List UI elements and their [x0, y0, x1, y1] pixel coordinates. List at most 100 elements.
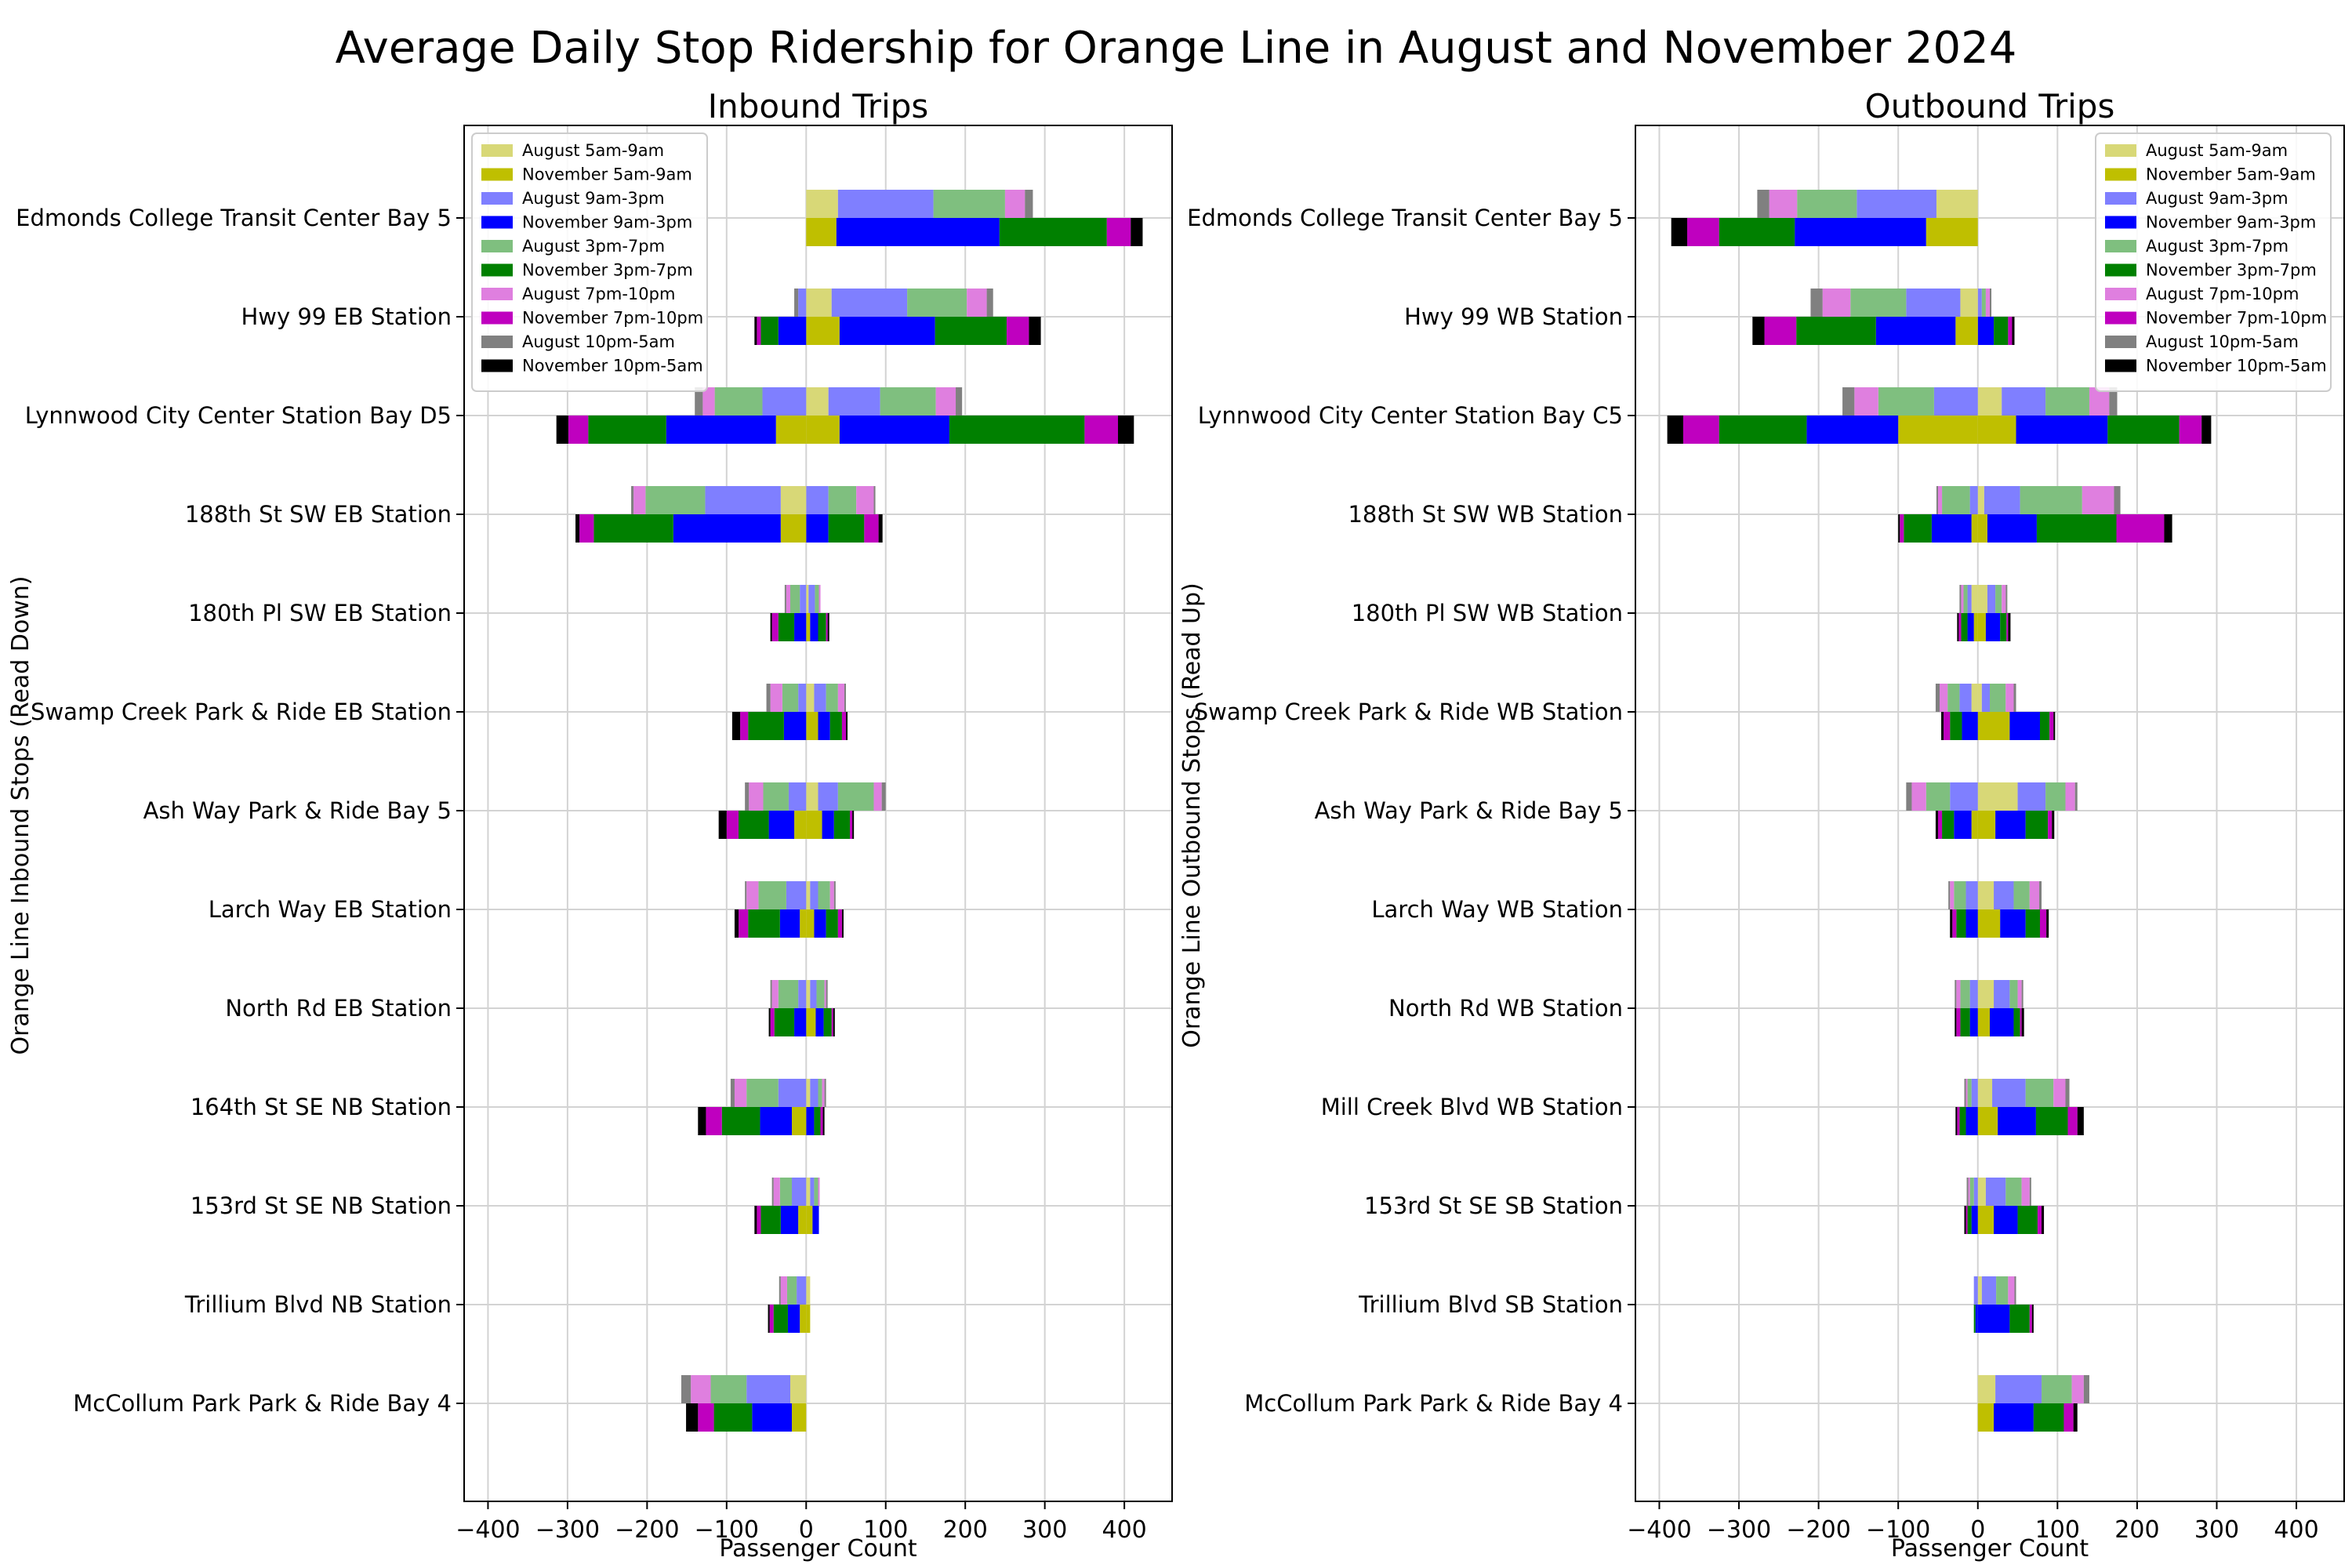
bar-segment-november-3pm-7pm-hwy-99-wb-station — [1994, 317, 2009, 345]
outbound-chart-panel: −400 −300 −200 −100 0 100 200 300 400 Edmonds Col… — [1178, 87, 2345, 1563]
bar-segment-august-7pm-10pm-164th-st-se-nb-station — [822, 1079, 825, 1107]
chart-title: Outbound Trips — [1865, 87, 2115, 125]
bar-segment-august-9am-3pm-hwy-99-wb-station — [1977, 289, 1982, 317]
bar-segment-august-5am-9am-hwy-99-eb-station — [806, 289, 832, 317]
bar-segment-august-7pm-10pm-153rd-st-se-sb-station — [1968, 1178, 1970, 1206]
stop-label: 188th St SW WB Station — [1348, 501, 1623, 528]
bar-segment-november-7pm-10pm-swamp-creek-park-and-ride-eb-station — [740, 712, 749, 740]
bar-segment-august-9am-3pm-mccollum-park-park-and-ride-bay-4 — [1995, 1375, 2042, 1403]
bar-segment-november-9am-3pm-hwy-99-eb-station — [778, 317, 807, 345]
bar-segment-august-10pm-5am-hwy-99-wb-station — [1810, 289, 1823, 317]
bar-segment-november-9am-3pm-188th-st-sw-wb-station — [1987, 514, 2037, 543]
bar-segment-november-7pm-10pm-mccollum-park-park-and-ride-bay-4 — [698, 1403, 714, 1432]
bar-segment-august-3pm-7pm-hwy-99-wb-station — [1981, 289, 1986, 317]
stop-label: Edmonds College Transit Center Bay 5 — [16, 205, 452, 231]
bar-segment-august-10pm-5am-180th-pl-sw-wb-station — [2005, 585, 2008, 613]
bar-segment-august-9am-3pm-180th-pl-sw-eb-station — [808, 585, 815, 613]
bar-segment-november-9am-3pm-swamp-creek-park-and-ride-wb-station — [1962, 712, 1978, 740]
legend-label: August 9am-3pm — [2146, 189, 2288, 208]
bar-segment-november-7pm-10pm-mill-creek-blvd-wb-station — [1957, 1107, 1960, 1135]
bar-segment-august-9am-3pm-188th-st-sw-eb-station — [705, 486, 781, 514]
stop-label: Ash Way Park & Ride Bay 5 — [1315, 797, 1623, 824]
bar-segment-november-10pm-5am-lynnwood-city-center-station-bay-d5 — [556, 416, 568, 444]
bar-segment-august-3pm-7pm-hwy-99-eb-station — [907, 289, 967, 317]
bar-segment-november-9am-3pm-180th-pl-sw-wb-station — [1967, 613, 1974, 641]
bar-segment-november-5am-9am-ash-way-park-and-ride-bay-5 — [806, 811, 822, 839]
bar-segment-november-9am-3pm-153rd-st-se-nb-station — [812, 1206, 819, 1234]
bar-segment-august-9am-3pm-hwy-99-eb-station — [798, 289, 807, 317]
bar-segment-november-10pm-5am-mill-creek-blvd-wb-station — [2077, 1107, 2084, 1135]
bar-segment-november-9am-3pm-north-rd-wb-station — [1969, 1008, 1978, 1036]
bar-segment-august-9am-3pm-lynnwood-city-center-station-bay-d5 — [828, 387, 880, 416]
bar-segment-august-5am-9am-lynnwood-city-center-station-bay-d5 — [806, 387, 829, 416]
legend-label: August 5am-9am — [2146, 141, 2288, 160]
bar-segment-november-7pm-10pm-larch-way-wb-station — [2039, 909, 2047, 938]
bar-segment-november-10pm-5am-188th-st-sw-wb-station — [2164, 514, 2172, 543]
bar-segment-august-10pm-5am-mill-creek-blvd-wb-station — [1964, 1079, 1966, 1107]
bar-segment-november-10pm-5am-lynnwood-city-center-station-bay-d5 — [1118, 416, 1134, 444]
bar-segment-august-5am-9am-153rd-st-se-nb-station — [806, 1178, 811, 1206]
bar-segment-november-7pm-10pm-ash-way-park-and-ride-bay-5 — [2048, 811, 2053, 839]
bar-segment-august-7pm-10pm-north-rd-eb-station — [824, 980, 826, 1008]
bar-segment-august-7pm-10pm-180th-pl-sw-eb-station — [818, 585, 821, 613]
bar-segment-november-10pm-5am-larch-way-wb-station — [1950, 909, 1953, 938]
stop-label: 153rd St SE NB Station — [191, 1192, 452, 1219]
bar-segment-november-3pm-7pm-swamp-creek-park-and-ride-wb-station — [2039, 712, 2050, 740]
bar-segment-august-3pm-7pm-mill-creek-blvd-wb-station — [1967, 1079, 1972, 1107]
bar-segment-november-5am-9am-ash-way-park-and-ride-bay-5 — [1971, 811, 1978, 839]
bar-segment-november-7pm-10pm-153rd-st-se-sb-station — [1965, 1206, 1968, 1234]
bar-segment-august-3pm-7pm-trillium-blvd-sb-station — [1996, 1276, 2009, 1305]
bar-segment-november-10pm-5am-153rd-st-se-sb-station — [1964, 1206, 1966, 1234]
bar-segment-august-10pm-5am-188th-st-sw-eb-station — [873, 486, 876, 514]
bar-segment-november-9am-3pm-164th-st-se-nb-station — [806, 1107, 815, 1135]
bar-segment-august-5am-9am-mill-creek-blvd-wb-station — [1977, 1079, 1993, 1107]
bar-segment-august-7pm-10pm-larch-way-wb-station — [1950, 881, 1955, 909]
bar-segment-august-7pm-10pm-hwy-99-wb-station — [1822, 289, 1851, 317]
legend-label: August 10pm-5am — [2146, 332, 2299, 351]
bar-segment-november-3pm-7pm-trillium-blvd-sb-station — [2009, 1305, 2030, 1333]
bar-segment-august-7pm-10pm-north-rd-wb-station — [1956, 980, 1961, 1008]
x-tick-label: 0 — [1970, 1516, 1985, 1544]
bar-segment-november-3pm-7pm-180th-pl-sw-wb-station — [1961, 613, 1968, 641]
bar-segment-august-10pm-5am-188th-st-sw-wb-station — [2114, 486, 2121, 514]
x-tick-label: −100 — [1866, 1516, 1930, 1544]
bar-segment-november-10pm-5am-north-rd-wb-station — [1955, 1008, 1957, 1036]
stop-label: 188th St SW EB Station — [185, 501, 452, 528]
bar-segment-august-10pm-5am-hwy-99-wb-station — [1990, 289, 1992, 317]
legend-swatch — [2105, 263, 2136, 277]
bar-segment-november-5am-9am-mccollum-park-park-and-ride-bay-4 — [792, 1403, 807, 1432]
bar-segment-november-10pm-5am-larch-way-wb-station — [2046, 909, 2049, 938]
bar-segment-november-10pm-5am-lynnwood-city-center-station-bay-c5 — [1667, 416, 1683, 444]
bar-segment-november-7pm-10pm-188th-st-sw-wb-station — [1900, 514, 1904, 543]
bar-segment-november-9am-3pm-mccollum-park-park-and-ride-bay-4 — [752, 1403, 793, 1432]
bar-segment-august-10pm-5am-hwy-99-eb-station — [794, 289, 799, 317]
bar-segment-august-3pm-7pm-swamp-creek-park-and-ride-eb-station — [826, 684, 838, 712]
bar-segment-november-7pm-10pm-ash-way-park-and-ride-bay-5 — [1937, 811, 1943, 839]
bar-segment-august-10pm-5am-lynnwood-city-center-station-bay-d5 — [956, 387, 963, 416]
bar-segment-november-7pm-10pm-swamp-creek-park-and-ride-wb-station — [1944, 712, 1951, 740]
bar-segment-november-3pm-7pm-edmonds-college-transit-center-bay-5 — [1719, 218, 1795, 246]
bar-segment-november-5am-9am-180th-pl-sw-eb-station — [806, 613, 811, 641]
bar-segment-november-3pm-7pm-north-rd-wb-station — [2013, 1008, 2020, 1036]
bar-segment-august-9am-3pm-swamp-creek-park-and-ride-wb-station — [1981, 684, 1990, 712]
legend-label: November 7pm-10pm — [2146, 309, 2327, 328]
bar-segment-november-9am-3pm-188th-st-sw-eb-station — [673, 514, 781, 543]
legend-swatch — [481, 168, 513, 181]
x-tick-label: 0 — [799, 1516, 814, 1544]
bar-segment-august-10pm-5am-larch-way-eb-station — [745, 881, 747, 909]
legend-swatch — [2105, 311, 2136, 325]
legend-label: November 9am-3pm — [2146, 213, 2316, 232]
bar-segment-november-10pm-5am-hwy-99-wb-station — [2012, 317, 2015, 345]
bar-segment-august-7pm-10pm-180th-pl-sw-eb-station — [786, 585, 790, 613]
bar-segment-august-7pm-10pm-mccollum-park-park-and-ride-bay-4 — [691, 1375, 711, 1403]
bar-segment-november-3pm-7pm-153rd-st-se-sb-station — [2017, 1206, 2038, 1234]
bar-segment-august-10pm-5am-188th-st-sw-wb-station — [1936, 486, 1938, 514]
bar-segment-november-10pm-5am-trillium-blvd-sb-station — [2031, 1305, 2034, 1333]
bar-segment-november-10pm-5am-188th-st-sw-eb-station — [878, 514, 883, 543]
x-tick-label: 200 — [2114, 1516, 2159, 1544]
bar-segment-november-3pm-7pm-mccollum-park-park-and-ride-bay-4 — [2033, 1403, 2064, 1432]
bar-segment-august-9am-3pm-188th-st-sw-wb-station — [1969, 486, 1978, 514]
bar-segment-november-3pm-7pm-153rd-st-se-sb-station — [1967, 1206, 1972, 1234]
bar-segment-november-7pm-10pm-188th-st-sw-eb-station — [579, 514, 594, 543]
legend-label: August 7pm-10pm — [2146, 285, 2299, 303]
